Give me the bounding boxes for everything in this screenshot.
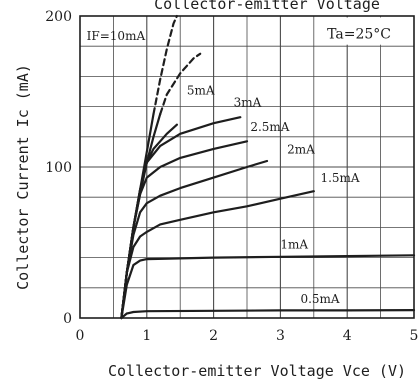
curves (120, 14, 416, 320)
series-line-dashed-1 (159, 52, 202, 116)
series-line-7 (120, 254, 416, 320)
series-line-6 (120, 190, 315, 320)
y-tick-label: 0 (63, 311, 72, 327)
x-tick-label: 1 (142, 328, 151, 344)
curve-labels: IF=10mA 5mA 3mA 2.5mA 2mA 1.5mA 1mA 0.5mA (87, 29, 360, 306)
curve-label: 5mA (187, 84, 215, 98)
x-tick-label: 4 (343, 328, 352, 344)
series-line-8 (120, 309, 416, 320)
x-axis-label: Collector-emitter Voltage Vce (V) (108, 362, 406, 380)
y-axis-label: Collector Current Ic (mA) (14, 64, 32, 290)
curve-label: 1.5mA (320, 171, 359, 185)
series-line-5 (120, 159, 269, 320)
annotation-ta: Ta=25°C (327, 27, 391, 43)
annotation-box (317, 17, 413, 45)
x-tick-label: 2 (209, 328, 218, 344)
y-tick-label: 200 (45, 9, 72, 25)
y-tick-labels: 0 100 200 (45, 9, 72, 327)
x-tick-label: 5 (410, 328, 419, 344)
curve-label: 2.5mA (250, 120, 289, 134)
series-line-4 (120, 140, 249, 320)
x-tick-labels: 0 1 2 3 4 5 (76, 328, 419, 344)
x-tick-label: 3 (276, 328, 285, 344)
curve-label: 2mA (287, 142, 315, 156)
series-line-dashed-0 (152, 14, 178, 116)
x-tick-label: 0 (76, 328, 85, 344)
plot-frame (79, 15, 415, 319)
curve-label: 3mA (234, 96, 262, 110)
y-tick-label: 100 (45, 160, 72, 176)
curve-label: IF=10mA (87, 29, 146, 43)
chart-title: Collector-emitter Voltage (154, 0, 380, 13)
curve-label: 1mA (280, 238, 308, 252)
curve-label: 0.5mA (300, 292, 339, 306)
